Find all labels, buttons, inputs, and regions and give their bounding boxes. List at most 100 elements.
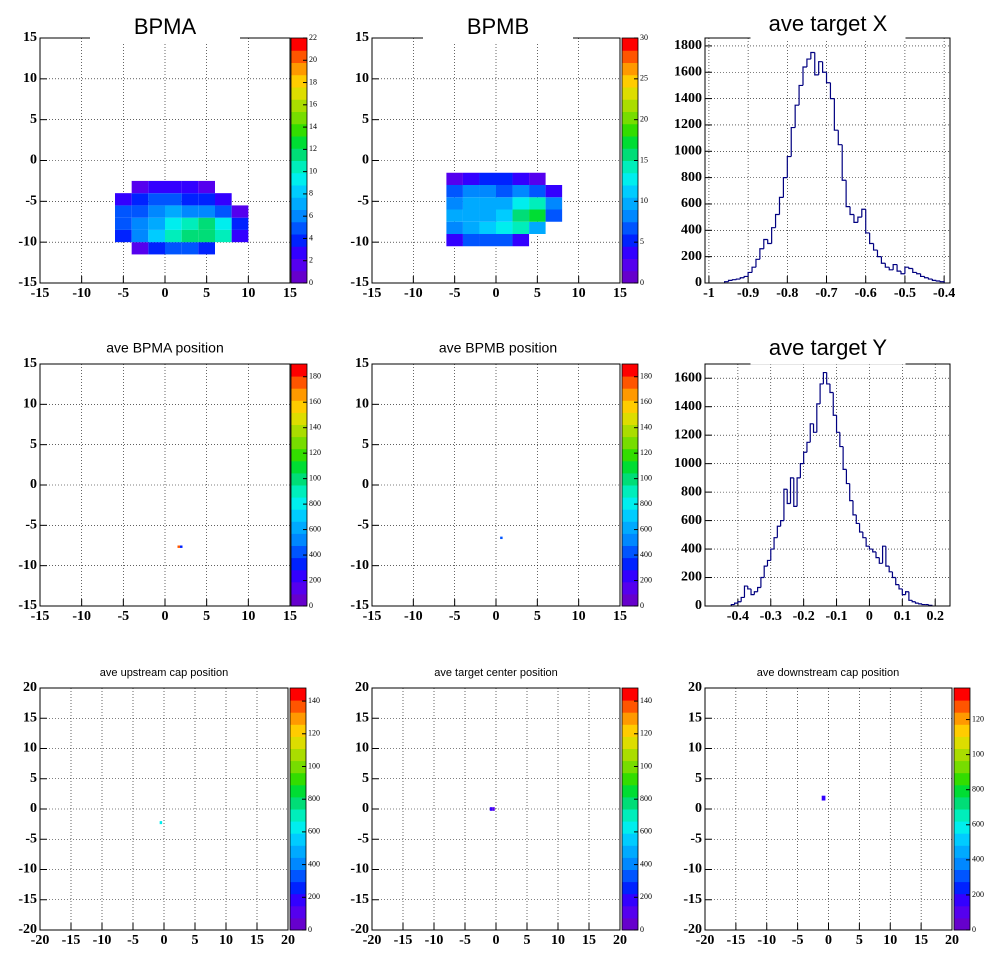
hist-bin: [826, 372, 830, 385]
hist-bin: [888, 267, 894, 271]
z-tick-label: 5: [640, 237, 644, 246]
hist-bin: [829, 383, 834, 394]
hist-bin: [872, 549, 877, 553]
hist-bin: [876, 250, 882, 258]
y-tick-label: 20: [23, 680, 37, 695]
x-tick-label: 0: [161, 933, 168, 948]
hist-bin: [771, 227, 776, 244]
colorbar-step: [622, 557, 638, 571]
colorbar-step: [622, 845, 638, 858]
colorbar-step: [622, 905, 638, 919]
colorbar-step: [290, 821, 306, 834]
y-tick-label: -5: [25, 518, 37, 533]
x-tick-label: -10: [93, 933, 112, 948]
y-tick-label: -10: [350, 234, 369, 249]
panel: -15 -10 -5 0 5 10 15 -15 -10 -5 0 5 10 15 0 200 400 600 80…: [18, 339, 321, 624]
colorbar-step: [622, 857, 638, 870]
x-tick-label: -15: [363, 609, 382, 624]
colorbar-step: [622, 436, 638, 450]
y-tick-label: 10: [23, 71, 37, 86]
colorbar-step: [622, 821, 638, 834]
hist-bin: [753, 591, 758, 595]
z-tick-label: 400: [640, 550, 652, 559]
cell: [512, 209, 530, 222]
hist-bin: [783, 488, 788, 521]
hist-bin: [898, 584, 903, 590]
hist-bin: [839, 432, 844, 448]
hist-bin: [816, 403, 821, 433]
y-tick-label: -15: [683, 892, 702, 907]
colorbar-step: [622, 38, 638, 51]
hist-bin: [790, 126, 796, 157]
cell: [115, 229, 132, 243]
hist-bin: [727, 279, 733, 282]
x-tick-label: 0: [162, 286, 169, 301]
y-tick-label: 15: [355, 30, 369, 45]
colorbar-step: [954, 712, 970, 725]
colorbar-step: [622, 472, 638, 486]
colorbar-step: [290, 688, 306, 701]
hist-bin: [842, 446, 847, 470]
x-tick-label: 15: [613, 286, 627, 301]
z-tick-label: 100: [640, 473, 652, 482]
colorbar-step: [622, 234, 638, 247]
cell: [165, 229, 182, 243]
x-tick-label: -1: [703, 286, 715, 301]
colorbar-step: [291, 197, 307, 210]
colorbar-step: [291, 521, 307, 534]
y-tick-label: 800: [681, 170, 702, 185]
colorbar-step: [291, 148, 307, 161]
frame: [39, 363, 291, 607]
x-tick-label: -20: [696, 933, 715, 948]
x-tick-label: 0: [825, 933, 832, 948]
x-tick-label: -10: [72, 609, 91, 624]
panel-title: ave target Y: [769, 335, 888, 360]
hist-bin: [895, 577, 900, 586]
x-tick-label: -15: [31, 609, 50, 624]
z-tick-label: 10: [309, 166, 317, 175]
colorbar-frame: [290, 363, 308, 607]
hist-bin: [896, 264, 901, 272]
y-tick-label: 1200: [674, 117, 702, 132]
colorbar-step: [291, 509, 307, 522]
colorbar-step: [954, 857, 970, 870]
z-tick-label: 25: [640, 74, 648, 83]
x-tick-label: 15: [914, 933, 928, 948]
z-tick-label: 15: [640, 155, 648, 164]
cell: [181, 205, 199, 218]
x-tick-label: -0.4: [933, 286, 955, 301]
y-tick-label: -20: [683, 922, 702, 937]
hist-bin: [735, 278, 741, 280]
z-tick-label: 8: [309, 189, 313, 198]
cell: [512, 172, 530, 185]
hist-bin: [778, 196, 784, 215]
hist-bin: [773, 537, 778, 550]
cell: [177, 545, 180, 548]
x-tick-label: 5: [203, 286, 210, 301]
frame: [371, 363, 621, 607]
hist-bin: [875, 551, 880, 559]
y-tick-label: -15: [18, 598, 37, 613]
frame: [704, 687, 953, 931]
colorbar-frame: [290, 37, 308, 284]
x-tick-label: 0: [493, 933, 500, 948]
z-tick-label: 800: [308, 794, 320, 803]
y-tick-label: 5: [362, 771, 369, 786]
cell: [115, 193, 132, 206]
x-tick-label: 5: [534, 609, 541, 624]
colorbar-step: [622, 87, 638, 100]
hist-bin: [814, 52, 819, 76]
colorbar-step: [290, 905, 306, 919]
hist-bin: [766, 559, 771, 567]
cell: [181, 217, 199, 230]
y-tick-label: 0: [695, 275, 702, 290]
y-tick-label: 0: [362, 153, 369, 168]
colorbar-step: [622, 424, 638, 438]
hist-bin: [757, 586, 761, 592]
x-tick-label: 15: [582, 933, 596, 948]
y-tick-label: 600: [681, 196, 702, 211]
y-tick-label: 600: [681, 513, 702, 528]
cell: [165, 180, 182, 194]
hist-bin: [818, 61, 823, 75]
